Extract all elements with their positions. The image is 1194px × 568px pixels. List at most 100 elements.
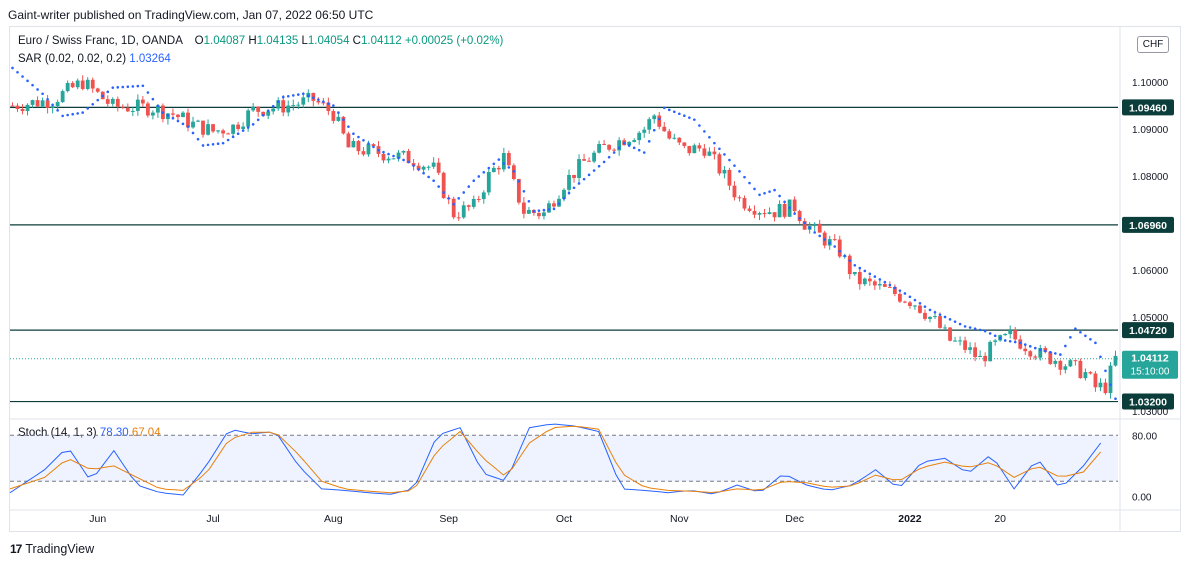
- level-price-label: 1.06960: [1129, 220, 1167, 232]
- candle-body: [612, 149, 617, 151]
- sar-dot: [382, 150, 385, 154]
- candle-body: [221, 130, 225, 134]
- sar-dot: [642, 151, 646, 154]
- sar-dot: [903, 292, 907, 295]
- candle-body: [85, 79, 90, 89]
- candle-body: [371, 144, 376, 147]
- candle-body: [973, 347, 978, 358]
- candle-body: [241, 126, 246, 129]
- candle-body: [767, 212, 772, 214]
- candle-body: [577, 159, 581, 178]
- sar-dot: [898, 289, 902, 292]
- sar-legend[interactable]: SAR (0.02, 0.02, 0.2) 1.03264: [18, 53, 171, 65]
- candle-body: [171, 113, 175, 115]
- stoch-band: [10, 435, 1118, 482]
- candle-body: [953, 340, 957, 342]
- sar-dot: [647, 140, 651, 143]
- sar-dot: [798, 217, 801, 220]
- sar-dot: [11, 66, 14, 70]
- sar-dot: [672, 110, 676, 114]
- candle-body: [812, 223, 817, 227]
- sar-dot: [547, 208, 551, 211]
- level-price-label: 1.03200: [1129, 397, 1167, 409]
- sar-dot: [943, 315, 947, 319]
- sar-dot: [723, 153, 726, 156]
- candle-body: [862, 278, 867, 285]
- sar-dot: [1033, 346, 1037, 350]
- candle-body: [261, 111, 266, 116]
- sar-dot: [241, 129, 245, 132]
- candle-body: [266, 111, 271, 116]
- candle-body: [802, 221, 807, 230]
- candle-body: [938, 316, 942, 328]
- symbol-name[interactable]: Euro / Swiss Franc, 1D, OANDA: [18, 35, 183, 47]
- sar-dot: [442, 191, 445, 194]
- stoch-legend[interactable]: Stoch (14, 1, 3) 78.30 67.04: [18, 427, 161, 439]
- candle-body: [757, 213, 762, 215]
- sar-dot: [808, 226, 811, 229]
- candle-body: [772, 212, 777, 218]
- candle-body: [777, 204, 782, 218]
- candle-body: [837, 239, 842, 257]
- sar-dot: [948, 318, 952, 321]
- sar-dot: [1079, 330, 1082, 334]
- sar-dot: [387, 152, 390, 156]
- currency-badge[interactable]: CHF: [1137, 36, 1169, 53]
- candle-body: [45, 100, 50, 108]
- sar-dot: [537, 209, 541, 212]
- sar-dot: [417, 168, 420, 171]
- countdown-label: 15:10:00: [1131, 367, 1170, 378]
- sar-dot: [397, 156, 400, 160]
- candle-body: [496, 167, 501, 170]
- candle-body: [737, 197, 742, 199]
- sar-dot: [71, 112, 74, 116]
- candle-body: [391, 158, 396, 160]
- sar-dot: [246, 126, 250, 129]
- level-price-badge: [1122, 322, 1174, 339]
- sar-dot: [617, 146, 621, 150]
- sar-dot: [587, 173, 591, 177]
- sar-dot: [211, 142, 215, 146]
- candle-body: [857, 271, 862, 285]
- sar-dot: [562, 197, 566, 200]
- sar-dot: [342, 118, 345, 121]
- sar-dot: [552, 207, 556, 211]
- candle-body: [251, 106, 256, 111]
- change-value: +0.00025 (+0.02%): [404, 35, 504, 47]
- sar-dot: [402, 158, 405, 162]
- sar-dot: [773, 188, 776, 192]
- level-price-label: 1.04720: [1129, 325, 1167, 337]
- sar-dot: [307, 94, 310, 98]
- sar-dot: [527, 199, 531, 203]
- sar-dot: [958, 322, 962, 326]
- sar-dot: [291, 94, 295, 97]
- candle-body: [687, 145, 692, 154]
- candle-body: [65, 82, 70, 92]
- candle-body: [25, 104, 30, 112]
- sar-dot: [276, 100, 280, 103]
- sar-dot: [301, 92, 305, 96]
- candle-body: [426, 166, 431, 168]
- candle-body: [191, 121, 195, 128]
- sar-dot: [362, 139, 365, 142]
- sar-dot: [251, 123, 255, 126]
- sar-dot: [818, 234, 821, 238]
- candle-body: [60, 91, 65, 103]
- time-tick-label: Jul: [206, 513, 219, 525]
- sar-dot: [758, 193, 761, 197]
- price-tick-label: 1.06000: [1132, 266, 1169, 277]
- sar-dot: [21, 75, 24, 78]
- sar-dot: [46, 98, 49, 101]
- sar-dot: [788, 206, 791, 210]
- candle-body: [471, 198, 476, 207]
- price-tick-label: 1.09000: [1132, 125, 1169, 136]
- candle-body: [657, 115, 662, 127]
- sar-dot: [612, 151, 616, 154]
- candle-body: [386, 158, 391, 161]
- sar-dot: [427, 175, 430, 179]
- low-value: 1.04054: [307, 35, 350, 47]
- tradingview-logo-icon: 17: [10, 542, 22, 556]
- sar-dot: [753, 187, 756, 191]
- tradingview-footer[interactable]: 17 TradingView: [10, 542, 94, 556]
